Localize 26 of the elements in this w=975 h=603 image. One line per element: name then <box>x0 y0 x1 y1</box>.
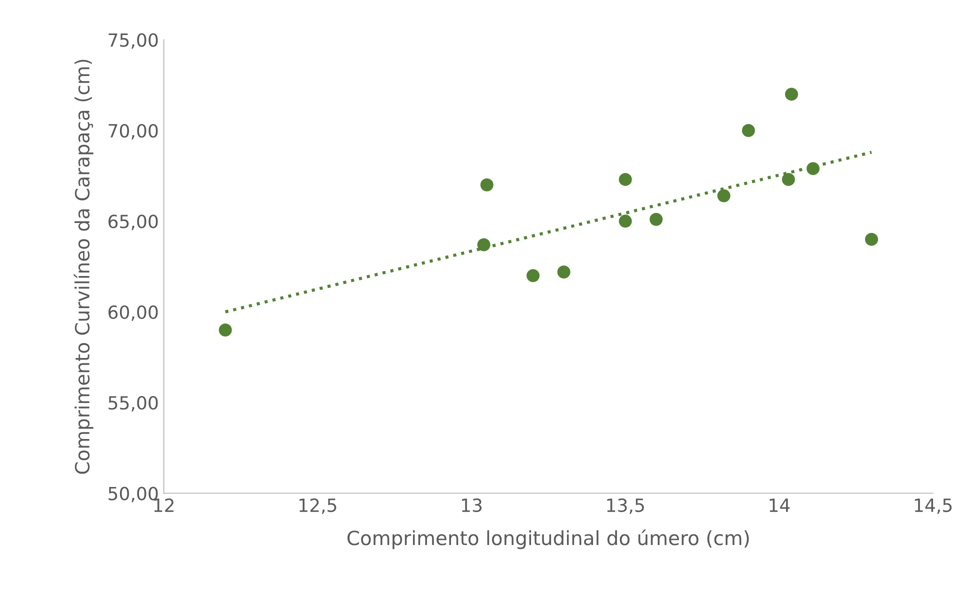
point <box>557 265 570 278</box>
point <box>618 214 632 228</box>
point <box>218 324 232 337</box>
point <box>806 162 820 176</box>
point <box>717 189 730 202</box>
point <box>865 232 878 246</box>
y-tick-label: 55,00 <box>108 396 158 412</box>
point <box>618 172 632 186</box>
y-tick-label: 65,00 <box>108 214 158 230</box>
x-tick-label: 12,5 <box>300 498 336 514</box>
x-axis-title: Comprimento longitudinal do úmero (cm) <box>348 529 749 550</box>
y-tick-label: 75,00 <box>108 33 158 49</box>
y-axis-title: Comprimento Curvilíneo da Carapaça (cm) <box>74 60 94 474</box>
point <box>480 178 494 192</box>
point <box>782 172 795 186</box>
point <box>477 238 490 252</box>
y-tick-label: 70,00 <box>108 124 158 140</box>
point <box>650 212 663 226</box>
x-tick-label: 13 <box>462 498 482 512</box>
x-tick-label: 13,5 <box>607 498 644 514</box>
x-tick-label: 14,5 <box>914 498 952 514</box>
point <box>742 124 755 137</box>
point <box>526 269 540 282</box>
x-tick-label: 14 <box>770 498 790 512</box>
point <box>785 88 798 101</box>
y-tick-label: 60,00 <box>108 305 158 321</box>
